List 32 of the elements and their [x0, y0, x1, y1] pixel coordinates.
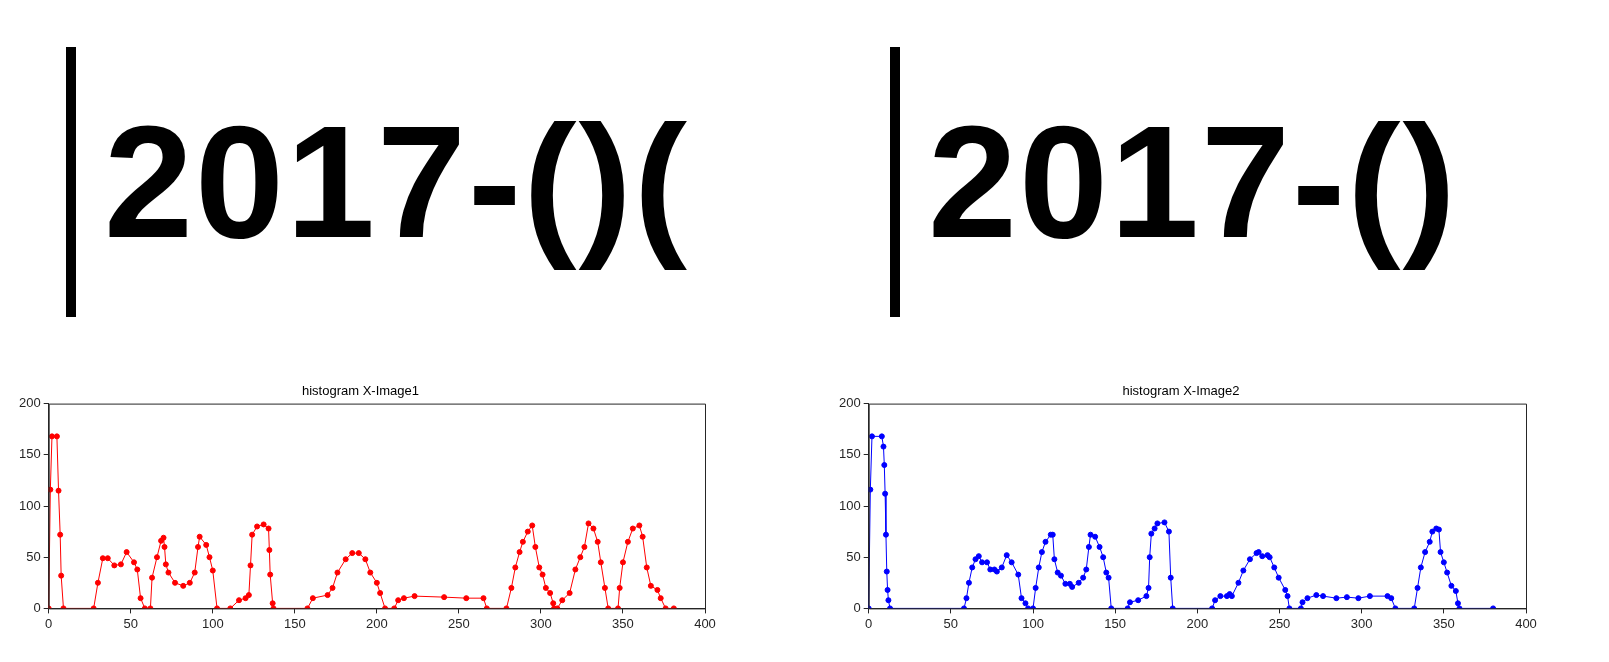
x-tick-label: 400 — [694, 615, 716, 631]
y-tick-label: 200 — [18, 395, 41, 411]
x-tick-label: 300 — [530, 615, 552, 631]
x-tick-label: 150 — [283, 615, 306, 631]
chart-title: histogram X-Image2 — [1122, 383, 1240, 399]
chart-title: histogram X-Image1 — [301, 383, 420, 399]
x-tick-label: 200 — [1186, 615, 1209, 631]
x-tick-label: 150 — [1104, 615, 1127, 631]
x-tick-label: 0 — [45, 615, 53, 631]
x-tick-label: 400 — [1515, 615, 1537, 631]
x-tick-label: 100 — [1022, 615, 1044, 631]
y-tick-label: 150 — [18, 446, 41, 462]
x-tick-label: 0 — [865, 615, 873, 631]
x-tick-label: 50 — [123, 615, 138, 631]
y-tick-label: 200 — [838, 395, 861, 411]
x-tick-label: 100 — [201, 615, 224, 631]
y-tick-label: 0 — [853, 599, 861, 615]
text: 2017-() — [928, 91, 1458, 271]
y-tick-label: 50 — [26, 548, 41, 564]
x-tick-label: 350 — [1432, 615, 1455, 631]
y-tick-label: 0 — [33, 599, 41, 615]
y-tick-label: 100 — [838, 497, 861, 513]
x-tick-label: 250 — [1268, 615, 1291, 631]
text: 2017-()( — [104, 91, 690, 271]
y-tick-label: 50 — [846, 548, 861, 564]
y-tick-label: 100 — [18, 497, 41, 513]
x-tick-label: 250 — [448, 615, 470, 631]
x-tick-label: 50 — [943, 615, 959, 631]
x-tick-label: 200 — [365, 615, 388, 631]
x-tick-label: 350 — [612, 615, 634, 631]
y-tick-label: 150 — [838, 446, 861, 462]
x-tick-label: 300 — [1350, 615, 1373, 631]
